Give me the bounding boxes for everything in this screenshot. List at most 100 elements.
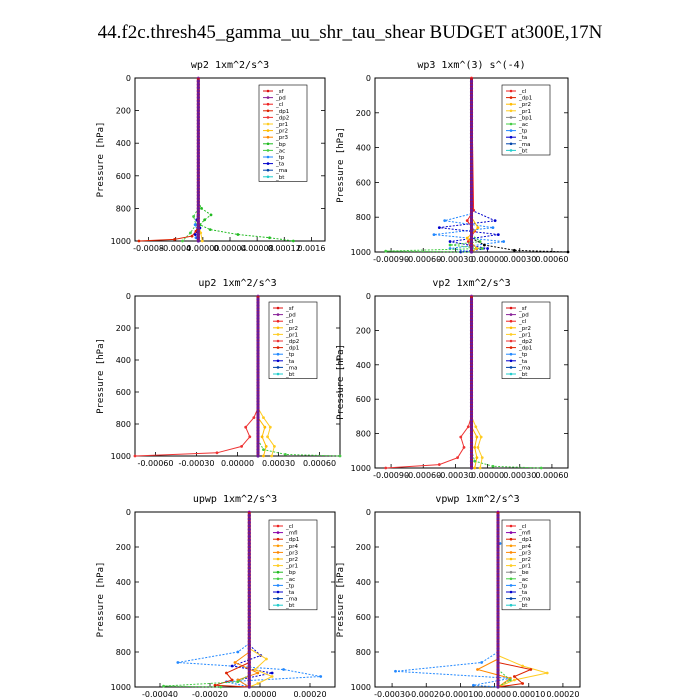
legend-marker xyxy=(266,116,270,119)
profile-point xyxy=(196,92,200,96)
legend-marker xyxy=(276,339,280,343)
data-point xyxy=(240,445,244,448)
legend-label: _pr1 xyxy=(275,122,288,128)
profile-point xyxy=(196,170,200,175)
y-tick-label: 600 xyxy=(356,613,371,622)
profile-point xyxy=(496,545,500,549)
profile-point xyxy=(496,562,500,567)
data-point xyxy=(215,451,219,455)
legend-marker xyxy=(509,346,513,349)
profile-point xyxy=(496,643,500,647)
legend-label: _dp2 xyxy=(285,339,299,345)
panel-vpwp: vpwp 1xm^2/s^3 0 200 400 600 800 1000 Pressure … xyxy=(336,494,581,699)
profile-point xyxy=(196,229,200,233)
profile-point xyxy=(247,653,251,658)
legend-label: _cl xyxy=(285,524,294,530)
profile-point xyxy=(469,159,474,164)
panel-title: wp3 1xm^(3) s^(-4) xyxy=(417,60,525,71)
profile-point xyxy=(247,625,251,630)
profile-point xyxy=(256,441,260,445)
data-point xyxy=(566,250,570,254)
legend-marker xyxy=(509,102,513,106)
data-point xyxy=(262,448,265,451)
profile-point xyxy=(196,226,200,230)
profile-point xyxy=(196,118,200,122)
y-tick-label: 0 xyxy=(126,292,131,301)
series-line-ac xyxy=(257,439,341,457)
profile-point xyxy=(469,366,474,370)
legend-label: _tp xyxy=(518,583,528,589)
data-point xyxy=(493,219,497,223)
profile-point xyxy=(469,466,474,470)
legend-marker xyxy=(509,564,513,567)
y-tick-label: 200 xyxy=(116,324,131,333)
y-tick-label: 1000 xyxy=(111,452,131,461)
profile-point xyxy=(247,685,251,689)
y-tick-label: 1000 xyxy=(351,683,371,692)
profile-point xyxy=(496,664,500,668)
legend-marker xyxy=(276,372,280,376)
legend-label: _dp1 xyxy=(518,537,532,543)
profile-point xyxy=(247,681,251,686)
profile-point xyxy=(496,622,500,626)
data-point xyxy=(486,247,489,250)
panel-vp2: vp2 1xm^2/s^3 0 200 400 600 800 1000 Pressure [… xyxy=(336,278,569,480)
data-point xyxy=(256,671,260,675)
y-tick-label: 600 xyxy=(356,395,371,404)
legend-marker xyxy=(276,524,280,528)
series-line-tp xyxy=(395,651,511,688)
x-tick-label: -0.00060 xyxy=(138,459,174,468)
profile-point xyxy=(469,208,474,212)
x-tick-label: 0.00012 xyxy=(268,244,301,253)
profile-point xyxy=(256,307,260,311)
profile-point xyxy=(469,401,474,405)
x-tick-label: -0.00030 xyxy=(437,471,473,480)
profile-point xyxy=(247,569,251,574)
legend-label: _tp xyxy=(518,352,528,358)
legend-marker xyxy=(509,537,513,541)
legend-marker xyxy=(266,135,270,139)
data-point xyxy=(513,675,516,678)
y-axis-label: Pressure [hPa] xyxy=(96,338,106,414)
profile-point xyxy=(256,422,260,426)
profile-point xyxy=(496,646,500,651)
legend-label: _cl xyxy=(518,89,527,95)
profile-point xyxy=(256,387,260,391)
profile-point xyxy=(469,359,474,363)
profile-point xyxy=(196,177,200,181)
profile-point xyxy=(469,390,474,394)
profile-point xyxy=(469,432,474,436)
data-point xyxy=(233,661,237,664)
legend-marker xyxy=(509,570,513,574)
profile-point xyxy=(496,618,500,623)
profile-point xyxy=(469,125,474,129)
legend-label: _ac xyxy=(285,577,295,583)
legend-marker xyxy=(276,597,280,600)
profile-point xyxy=(256,377,260,381)
data-point xyxy=(244,425,248,429)
legend-marker xyxy=(509,577,513,581)
profile-point xyxy=(469,414,474,418)
legend-marker xyxy=(509,96,513,99)
profile-point xyxy=(469,239,474,244)
profile-point xyxy=(469,438,474,443)
profile-point xyxy=(196,236,200,240)
legend-label: _ac xyxy=(518,577,528,583)
profile-point xyxy=(256,444,260,448)
profile-point xyxy=(196,213,200,217)
profile-point xyxy=(469,349,474,353)
profile-point xyxy=(196,164,200,168)
profile-point xyxy=(496,629,500,633)
y-tick-label: 200 xyxy=(356,326,371,335)
x-tick-label: 0.00004 xyxy=(213,244,246,253)
legend-marker xyxy=(266,142,270,146)
legend-label: _pd xyxy=(518,313,529,319)
profile-point xyxy=(256,352,260,356)
x-tick-label: 0.00060 xyxy=(303,459,336,468)
profile-point xyxy=(196,190,200,194)
profile-point xyxy=(247,604,251,609)
legend-label: _pr1 xyxy=(518,332,531,338)
x-tick-label: 0.00000 xyxy=(186,244,219,253)
data-point xyxy=(173,237,176,241)
profile-point xyxy=(256,326,260,330)
